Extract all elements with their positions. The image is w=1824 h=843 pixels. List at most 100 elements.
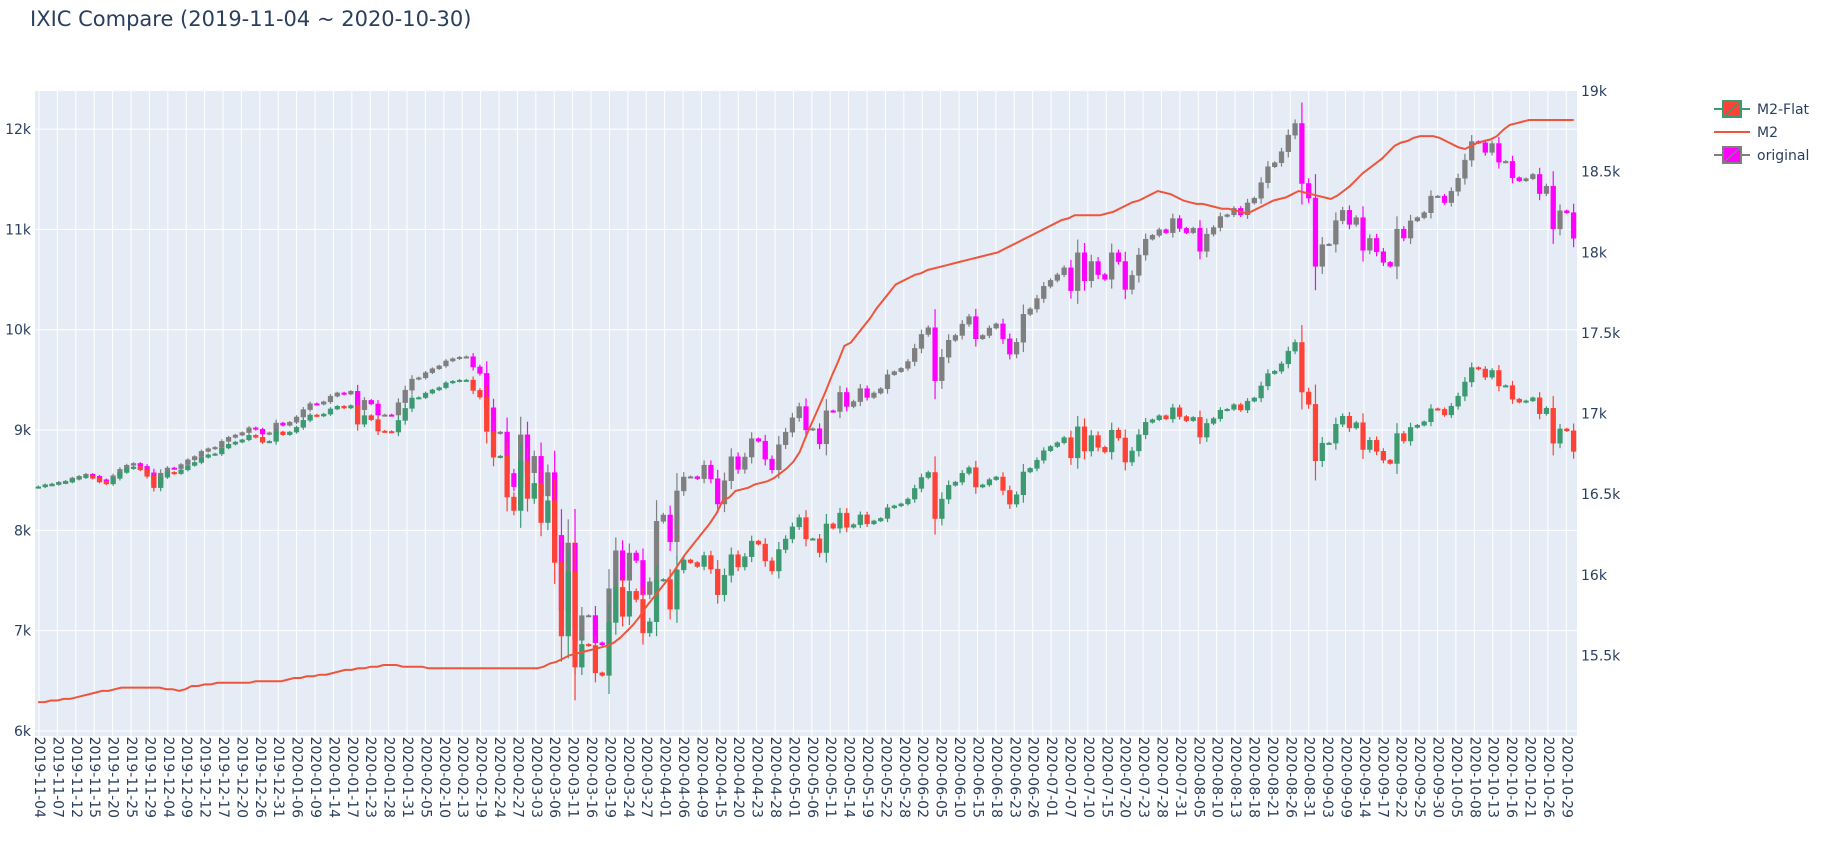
y-axis-right: 15.5k 16k 16.5k 17k 17.5k 18k 18.5k 19k [1581,84,1621,664]
candle-body [1122,261,1128,290]
candle-body [463,379,469,382]
x-tick-label: 2020-10-26 [1540,737,1556,818]
legend[interactable]: M2-Flat M2 original [1714,100,1810,164]
candle-body [1204,423,1210,438]
candle-body [144,469,150,477]
candle-body [1401,228,1407,239]
candle-body [1136,434,1142,452]
candle-body [735,456,741,470]
x-tick-label: 2020-10-21 [1521,737,1537,818]
candle-body [667,514,673,542]
candle-body [280,422,286,426]
candle-body [1503,161,1509,164]
candle-body [348,391,354,395]
series-m2 [38,119,1574,704]
candle-body [253,427,259,430]
candle-body [1516,398,1522,403]
candle-body [694,476,700,479]
candle-body [905,361,911,369]
candle-body [246,435,252,441]
candle-body [42,484,48,488]
candle-body [212,453,218,456]
candle-body [327,408,334,415]
candle-body [891,371,897,375]
candle-body [463,356,469,359]
candle-body [1244,400,1251,411]
candle-body [803,406,809,431]
candle-body [232,441,239,445]
candle-body [925,327,931,335]
candle-body [599,642,605,645]
candle-body [619,550,626,581]
x-tick-label: 2020-07-28 [1153,737,1169,818]
candle-body [1088,261,1094,282]
x-tick-label: 2019-11-07 [49,737,65,818]
candle-body [1224,409,1230,412]
candle-body [246,427,252,433]
legend-item[interactable]: M2 [1714,125,1778,141]
candle-body [952,481,959,486]
x-tick-label: 2020-02-24 [491,737,507,818]
x-tick-label: 2020-08-21 [1264,737,1280,818]
candle-body [986,479,993,486]
legend-item[interactable]: M2-Flat [1714,100,1810,118]
candle-body [803,517,809,540]
candle-body [1387,459,1393,464]
x-tick-label: 2020-01-06 [289,737,305,818]
x-tick-label: 2020-05-19 [859,737,875,818]
candle-body [728,554,734,576]
candle-body [1462,381,1468,397]
candle-body [1394,433,1400,464]
x-tick-label: 2020-09-03 [1319,737,1335,818]
chart-title: IXIC Compare (2019-11-04 ~ 2020-10-30) [30,7,472,31]
candle-body [443,382,449,388]
candle-body [823,410,830,445]
candle-body [959,323,965,336]
x-tick-label: 2020-06-23 [1006,737,1022,818]
candle-body [558,562,565,637]
x-tick-label: 2020-06-02 [914,737,930,818]
candle-body [946,485,952,500]
candle-body [35,486,42,489]
candle-body [1095,435,1101,448]
candle-body [674,569,680,610]
legend-candle-diagonal [1722,146,1742,164]
candle-body [232,434,239,438]
candle-body [1550,408,1556,444]
x-tick-label: 2020-02-05 [417,737,433,818]
candle-body [1543,408,1550,414]
candle-body [1109,252,1115,280]
candle-body [130,463,137,466]
candle-body [1047,280,1054,287]
candle-body [280,431,286,435]
candle-body [1333,423,1339,444]
candle-body [973,316,979,340]
legend-item[interactable]: original [1714,146,1809,164]
candle-body [1129,450,1135,463]
candle-body [1075,252,1081,291]
candle-body [660,514,666,522]
x-tick-label: 2020-01-31 [399,737,415,818]
candle-body [660,579,666,582]
candle-body [823,523,830,553]
candle-body [158,476,164,488]
candle-body [1238,404,1244,411]
candle-body [565,571,571,637]
candle-body [429,368,436,373]
candle-body [1509,385,1516,400]
candle-body [389,431,395,434]
x-tick-label: 2020-01-23 [362,737,378,818]
candle-body [1278,151,1285,163]
candle-body [90,475,96,479]
candle-body [1244,202,1251,216]
candle-body [769,560,775,572]
candle-body [110,478,116,485]
candle-body [178,464,184,469]
candle-body [755,438,762,442]
candle-body [416,377,422,380]
candle-body [225,437,232,442]
candle-body [1190,417,1196,421]
candle-body [477,390,483,398]
candle-body [708,464,714,479]
candle-body [585,615,592,618]
